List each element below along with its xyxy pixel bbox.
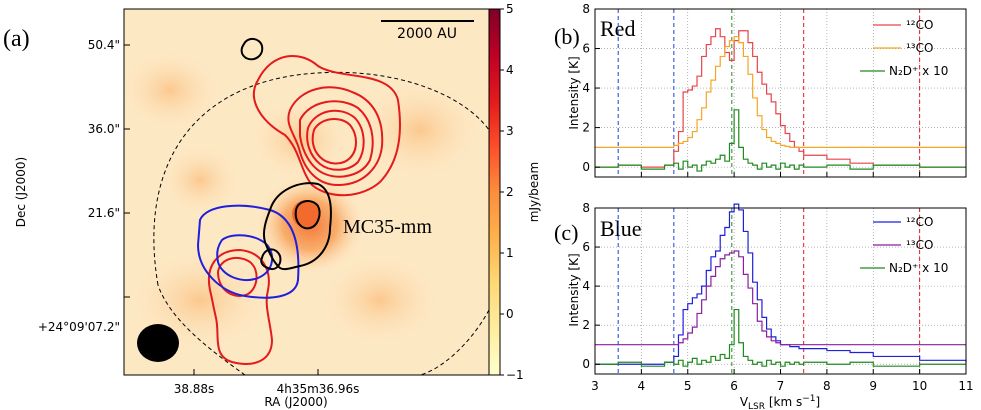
map-ytick-1: 50.4" bbox=[88, 38, 120, 52]
series-n2d-x-10-line bbox=[595, 109, 966, 172]
legend-b-13co-label: ¹³CO bbox=[906, 41, 933, 55]
panel-b-title: Red bbox=[600, 16, 635, 41]
panel-c-label: (c) bbox=[554, 220, 578, 245]
y-tick-label: 0 bbox=[582, 357, 590, 371]
legend-b-12co-label: ¹²CO bbox=[906, 18, 933, 32]
y-tick-label: 8 bbox=[582, 2, 590, 16]
colorbar-tick: 0 bbox=[506, 307, 514, 321]
legend-c-12co-label: ¹²CO bbox=[906, 215, 933, 229]
beam-ellipse bbox=[137, 324, 179, 362]
colorbar-tick: 3 bbox=[506, 124, 514, 138]
map-image: 2000 AU MC35-mm bbox=[124, 9, 489, 375]
panel-b-label: (b) bbox=[554, 24, 580, 49]
panel-a-label: (a) bbox=[3, 26, 30, 52]
x-tick-label: 3 bbox=[591, 379, 599, 393]
scale-bar-label: 2000 AU bbox=[397, 26, 457, 42]
colorbar-label: mJy/beam bbox=[527, 162, 541, 222]
colorbar bbox=[488, 8, 501, 376]
primary-beam-contour bbox=[153, 71, 489, 375]
map-ytick-4: +24°09'07.2" bbox=[38, 320, 120, 334]
y-tick-label: 2 bbox=[582, 318, 590, 332]
y-tick-label: 4 bbox=[582, 279, 590, 293]
colorbar-ticks bbox=[500, 8, 504, 376]
plot-b-ylabel: Intensity [K] bbox=[567, 56, 581, 129]
x-tick-label: 10 bbox=[912, 379, 927, 393]
panel-b: (b) Red 0 2 4 6 8 Intensity [K] ¹²CO ¹³CO N₂… bbox=[554, 2, 967, 178]
panel-c-title: Blue bbox=[600, 216, 642, 241]
map-ytick-3: 21.6" bbox=[88, 206, 120, 220]
y-tick-label: 8 bbox=[582, 201, 590, 215]
series-13co-line bbox=[595, 36, 966, 148]
map-xlabel: RA (J2000) bbox=[264, 395, 327, 409]
y-tick-label: 2 bbox=[582, 121, 590, 135]
x-tick-label: 4 bbox=[638, 379, 646, 393]
legend-c-n2dp-label: N₂D⁺ x 10 bbox=[889, 261, 948, 275]
y-tick-label: 4 bbox=[582, 81, 590, 95]
colorbar-tick: 5 bbox=[506, 2, 514, 16]
colorbar-tick: 4 bbox=[506, 63, 514, 77]
map-xtick-2: 4h35m36.96s bbox=[277, 382, 360, 396]
series-12co-line bbox=[595, 203, 967, 365]
colorbar-tick: −1 bbox=[506, 368, 524, 382]
x-tick-label: 9 bbox=[869, 379, 877, 393]
y-tick-label: 6 bbox=[582, 240, 590, 254]
map-ylabel: Dec (J2000) bbox=[14, 157, 28, 227]
legend-c-13co-label: ¹³CO bbox=[906, 238, 933, 252]
plot-c-ylabel: Intensity [K] bbox=[567, 253, 581, 326]
y-tick-label: 6 bbox=[582, 42, 590, 56]
blue-contours bbox=[196, 204, 300, 299]
source-label: MC35-mm bbox=[343, 216, 432, 238]
plot-c-legend: ¹²CO ¹³CO N₂D⁺ x 10 bbox=[860, 215, 948, 275]
plot-c-area: 0 2 4 6 8 3 4 5 6 7 8 9 10 11 bbox=[582, 201, 973, 393]
map-ticks bbox=[124, 44, 319, 375]
colorbar-tick: 1 bbox=[506, 246, 514, 260]
y-tick-label: 0 bbox=[582, 160, 590, 174]
legend-b-n2dp-label: N₂D⁺ x 10 bbox=[889, 64, 948, 78]
x-tick-label: 8 bbox=[823, 379, 831, 393]
plot-b-area: 0 2 4 6 8 bbox=[582, 2, 967, 178]
panel-a: (a) bbox=[3, 2, 541, 409]
map-ytick-2: 36.0" bbox=[88, 122, 120, 136]
black-contours bbox=[240, 38, 332, 271]
x-tick-label: 11 bbox=[958, 379, 973, 393]
plot-c-xlabel: VLSR [km s−1] bbox=[740, 394, 820, 410]
x-tick-label: 6 bbox=[730, 379, 738, 393]
map-xtick-1: 38.88s bbox=[174, 382, 215, 396]
series-13co-line bbox=[595, 250, 966, 346]
colorbar-tick: 2 bbox=[506, 185, 514, 199]
x-tick-label: 7 bbox=[777, 379, 785, 393]
plot-b-legend: ¹²CO ¹³CO N₂D⁺ x 10 bbox=[860, 18, 948, 78]
series-n2d-x-10-line bbox=[595, 308, 966, 367]
x-tick-label: 5 bbox=[684, 379, 692, 393]
